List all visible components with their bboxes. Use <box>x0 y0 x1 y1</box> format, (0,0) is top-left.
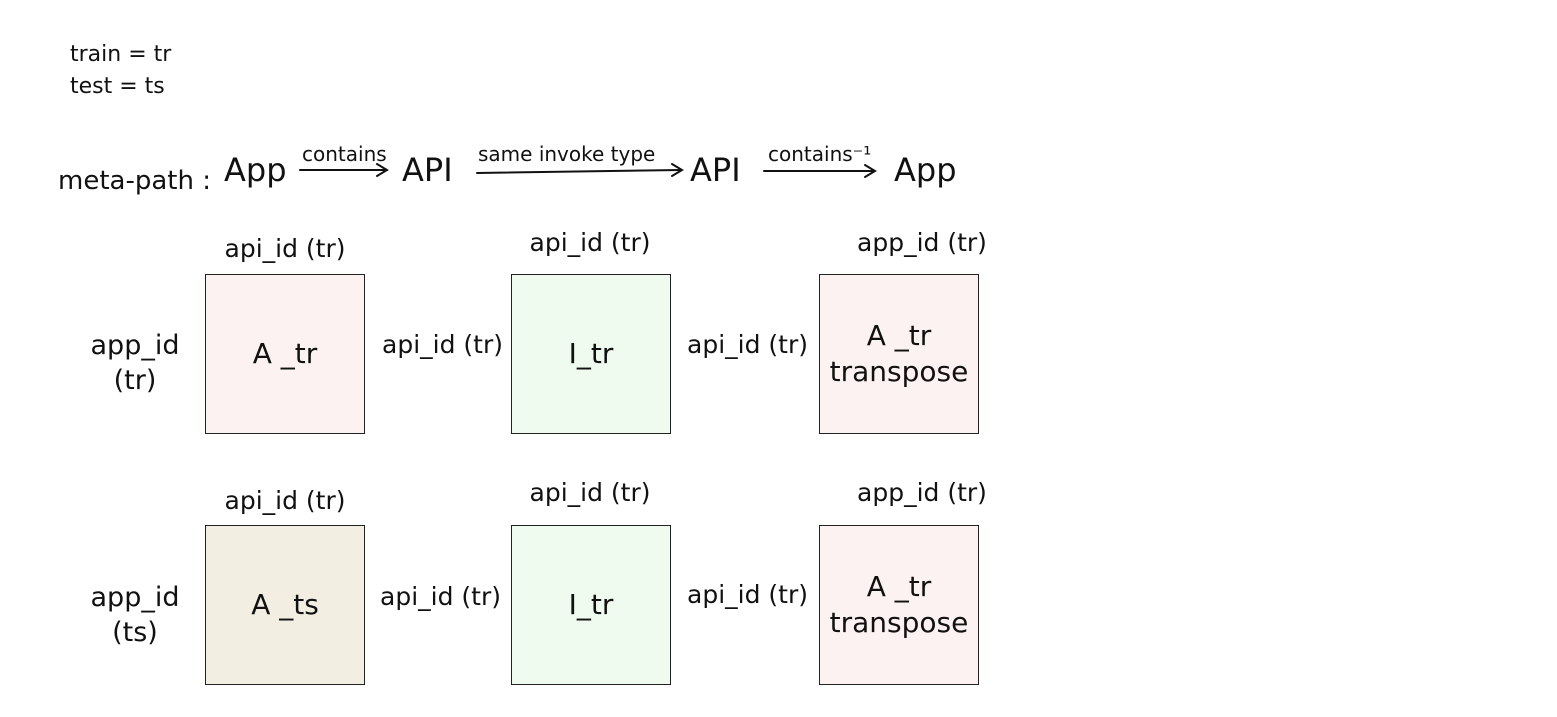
row2-col2-label: api_id (tr) <box>529 478 651 507</box>
row2-matrix-a-tr-transpose-label: A _tr transpose <box>829 569 969 639</box>
row1-row-label: app_id (tr) <box>90 330 180 397</box>
row1-matrix-i-tr-label: I_tr <box>568 336 614 370</box>
row1-matrix-a-tr: A _tr <box>205 274 365 434</box>
row2-matrix-a-ts-label: A _ts <box>251 587 319 621</box>
meta-path-label: meta-path : <box>58 166 211 196</box>
row1-between-label-2: api_id (tr) <box>687 330 808 359</box>
row1-matrix-a-tr-transpose-label: A _tr transpose <box>829 318 969 388</box>
row1-matrix-a-tr-label: A _tr <box>252 336 318 370</box>
row1-col2-label: api_id (tr) <box>529 228 651 257</box>
meta-path-node-api-2: API <box>690 151 741 189</box>
row1-matrix-i-tr: I_tr <box>511 274 671 434</box>
meta-path-node-app-start: App <box>224 151 287 189</box>
arrow-same-invoke-type <box>476 163 684 177</box>
row2-col3-label: app_id (tr) <box>857 478 987 507</box>
row2-matrix-i-tr: I_tr <box>511 525 671 685</box>
arrow-contains-inverse <box>763 164 877 178</box>
row1-col1-label: api_id (tr) <box>224 234 346 263</box>
row2-row-label: app_id (ts) <box>90 582 180 649</box>
meta-path-node-app-end: App <box>894 151 957 189</box>
row1-between-label-1: api_id (tr) <box>382 330 503 359</box>
row1-col3-label: app_id (tr) <box>857 228 987 257</box>
arrow-contains <box>299 163 389 177</box>
row2-matrix-a-tr-transpose: A _tr transpose <box>819 525 979 685</box>
row1-matrix-a-tr-transpose: A _tr transpose <box>819 274 979 434</box>
row2-col1-label: api_id (tr) <box>224 486 346 515</box>
row2-matrix-a-ts: A _ts <box>205 525 365 685</box>
row2-between-label-2: api_id (tr) <box>687 580 808 609</box>
edge-label-same-invoke-type: same invoke type <box>478 142 656 166</box>
legend-test: test = ts <box>70 74 165 99</box>
row2-between-label-1: api_id (tr) <box>380 582 501 611</box>
legend-train: train = tr <box>70 42 172 67</box>
edge-label-contains: contains <box>302 142 387 166</box>
meta-path-node-api-1: API <box>402 151 453 189</box>
row2-matrix-i-tr-label: I_tr <box>568 587 614 621</box>
edge-label-contains-inverse: contains⁻¹ <box>768 142 872 166</box>
